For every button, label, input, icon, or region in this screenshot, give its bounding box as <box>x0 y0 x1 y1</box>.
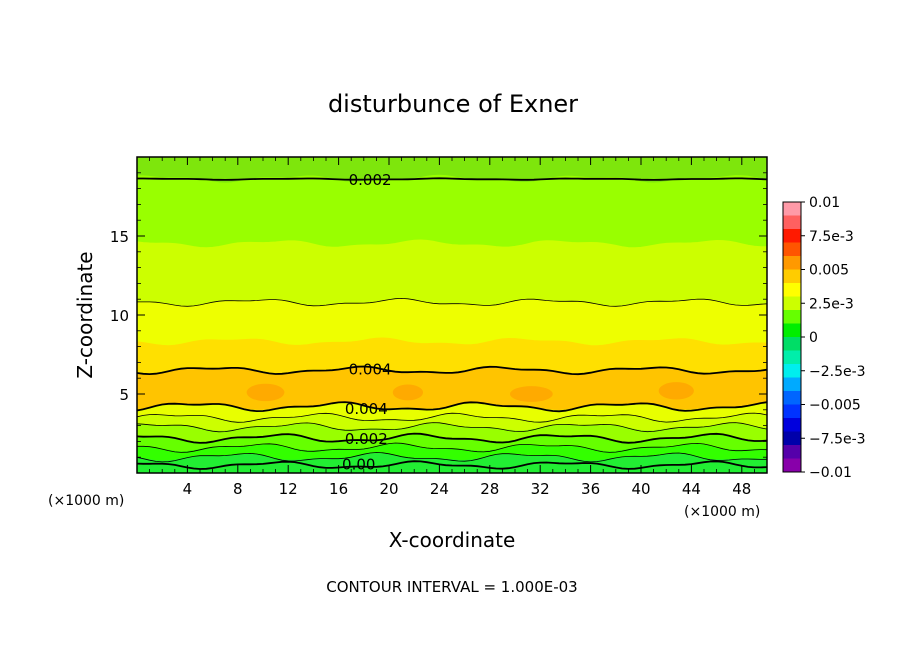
colorbar-label: 0 <box>809 330 818 346</box>
chart-title: disturbunce of Exner <box>328 90 578 118</box>
contour-fill-area <box>137 157 767 473</box>
x-tick-label: 12 <box>279 480 298 498</box>
colorbar-swatch <box>783 229 801 243</box>
contour-line <box>137 412 767 423</box>
contour-interval-note: CONTOUR INTERVAL = 1.000E-03 <box>326 578 577 596</box>
contour-line <box>137 460 767 470</box>
colorbar <box>782 201 805 473</box>
colorbar-swatch <box>783 337 801 351</box>
contour-lines <box>137 177 767 470</box>
contour-line <box>137 401 767 413</box>
contour-label: 0.00 <box>342 456 375 474</box>
colorbar-label: −0.01 <box>809 465 852 481</box>
color-band <box>137 297 767 347</box>
colorbar-swatch <box>783 256 801 270</box>
colorbar-swatch <box>783 364 801 378</box>
color-band <box>137 239 767 307</box>
contour-line <box>137 452 767 463</box>
local-maximum <box>509 386 553 402</box>
x-tick-label: 16 <box>329 480 348 498</box>
x-tick-label: 24 <box>430 480 449 498</box>
y-tick-label: 10 <box>110 307 129 325</box>
colorbar-label: 0.005 <box>809 263 849 279</box>
x-tick-label: 28 <box>480 480 499 498</box>
x-tick-label: 20 <box>379 480 398 498</box>
axis-ticks <box>137 157 767 473</box>
color-band <box>137 174 767 249</box>
x-tick-label: 8 <box>233 480 243 498</box>
x-unit-left: (×1000 m) <box>48 493 124 509</box>
contour-line <box>137 297 767 307</box>
colorbar-swatch <box>783 458 801 473</box>
colorbar-label: 7.5e-3 <box>809 229 854 245</box>
colorbar-swatch <box>783 296 801 311</box>
x-tick-labels: 4 8 12 16 20 24 28 32 36 40 44 48 <box>183 480 752 498</box>
colorbar-swatch <box>783 431 801 446</box>
contour-label: 0.002 <box>349 171 392 189</box>
contour-line <box>137 422 767 433</box>
colorbar-swatch <box>783 418 801 432</box>
x-unit-right: (×1000 m) <box>684 504 760 520</box>
colorbar-label: 0.01 <box>809 195 840 211</box>
y-tick-label: 5 <box>119 386 129 404</box>
y-axis-label: Z-coordinate <box>73 251 97 378</box>
colorbar-swatch <box>783 269 801 284</box>
contour-line <box>137 432 767 444</box>
colorbar-swatch <box>783 445 801 459</box>
local-maximum <box>658 382 694 400</box>
x-tick-label: 40 <box>631 480 650 498</box>
local-maximum <box>392 384 424 401</box>
colorbar-labels: 0.01 7.5e-3 0.005 2.5e-3 0 −2.5e-3 −0.005 −7.5e… <box>809 195 866 481</box>
contour-line <box>137 442 767 453</box>
colorbar-swatch <box>783 404 801 419</box>
contour-label: 0.004 <box>349 361 392 379</box>
colorbar-label: −2.5e-3 <box>809 364 866 380</box>
colorbar-swatch <box>783 202 801 216</box>
x-tick-label: 36 <box>581 480 600 498</box>
colorbar-label: −0.005 <box>809 398 861 414</box>
x-tick-label: 44 <box>682 480 701 498</box>
colorbar-label: 2.5e-3 <box>809 296 854 312</box>
x-tick-label: 48 <box>732 480 751 498</box>
x-tick-label: 4 <box>183 480 193 498</box>
colorbar-swatch <box>783 323 801 338</box>
contour-line <box>137 365 767 376</box>
y-tick-label: 15 <box>110 228 129 246</box>
contour-line <box>137 177 767 181</box>
local-maximum <box>246 383 285 402</box>
contour-label: 0.004 <box>345 400 388 418</box>
colorbar-swatch <box>783 391 801 405</box>
colorbar-swatch <box>783 377 801 392</box>
colorbar-label: −7.5e-3 <box>809 431 866 447</box>
colorbar-swatch <box>783 215 801 230</box>
contour-labels: 0.002 0.004 0.004 0.002 0.00 <box>342 171 392 474</box>
y-tick-labels: 5 10 15 <box>110 228 129 404</box>
x-tick-label: 32 <box>531 480 550 498</box>
colorbar-swatch <box>783 242 801 257</box>
colorbar-swatch <box>783 310 801 324</box>
colorbar-swatch <box>783 283 801 297</box>
x-axis-label: X-coordinate <box>389 528 516 552</box>
colorbar-swatch <box>783 350 801 365</box>
contour-label: 0.002 <box>345 430 388 448</box>
